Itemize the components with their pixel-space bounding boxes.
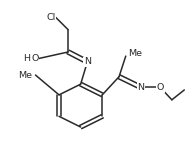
Text: N: N — [138, 83, 145, 92]
Text: Me: Me — [128, 49, 142, 58]
Text: O: O — [31, 54, 38, 63]
Text: O: O — [157, 83, 164, 92]
Text: Cl: Cl — [46, 13, 56, 22]
Text: H: H — [23, 54, 30, 63]
Text: Me: Me — [18, 71, 32, 80]
Text: N: N — [84, 57, 91, 66]
